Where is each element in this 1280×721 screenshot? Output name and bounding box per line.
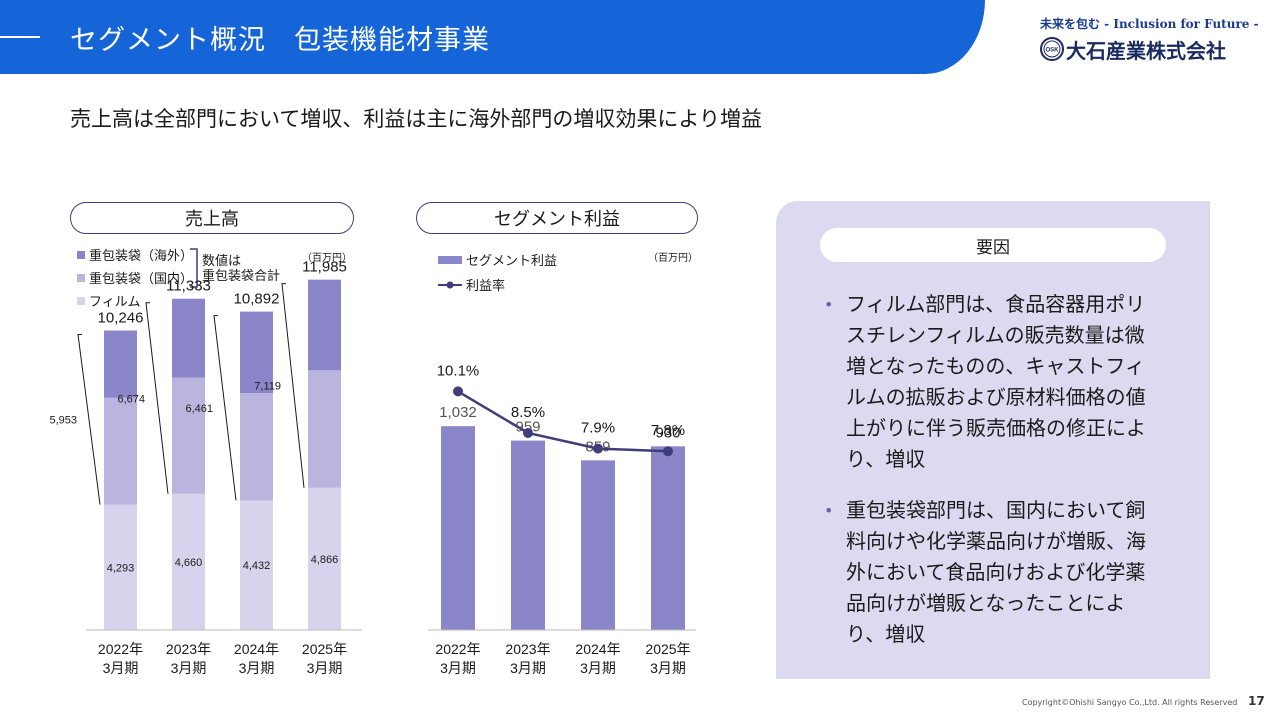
sales-bar-segment: [240, 500, 273, 630]
factor-text-film: フィルム部門は、食品容器用ポリスチレンフィルムの販売数量は微増となったものの、キ…: [846, 292, 1146, 471]
margin-label: 8.5%: [511, 404, 545, 421]
sales-bar-segment: [308, 279, 341, 371]
legend-bracket: [190, 248, 198, 288]
profit-category-label: 3月期: [650, 660, 686, 676]
heavy-bag-total-label: 5,953: [49, 415, 77, 427]
sales-unit-label: （百万円）: [302, 252, 352, 264]
sales-bar-segment: [240, 311, 273, 394]
bullet-icon: •: [824, 295, 834, 314]
legend-swatch-domestic: [77, 274, 85, 282]
profit-category-label: 3月期: [440, 660, 476, 676]
sales-category-label: 3月期: [103, 660, 139, 676]
legend-label-overseas: 重包装袋（海外）: [89, 248, 193, 263]
company-name: 大石産業株式会社: [1066, 39, 1226, 63]
sales-category-label: 3月期: [171, 660, 207, 676]
copyright: Copyright©Ohishi Sangyo Co.,Ltd. All rig…: [1022, 698, 1238, 707]
header-band: [0, 0, 985, 74]
heavy-bag-bracket: [213, 315, 237, 501]
factors-title: 要因: [820, 228, 1166, 262]
sales-total-label: 11,333: [166, 278, 211, 295]
sales-total-label: 11,985: [302, 259, 347, 276]
margin-line: [457, 390, 669, 453]
profit-bar: [511, 440, 545, 630]
profit-unit-label: （百万円）: [648, 252, 698, 264]
sales-category-label: 2022年: [98, 641, 143, 657]
heavy-bag-bracket: [145, 302, 169, 494]
profit-category-label: 2023年: [505, 641, 550, 657]
sales-category-label: 3月期: [307, 660, 343, 676]
legend-label-film: フィルム: [89, 294, 140, 309]
sales-film-label: 4,293: [107, 562, 135, 574]
sales-film-label: 4,866: [311, 554, 339, 566]
legend-swatch-film: [77, 297, 85, 305]
sales-total-label: 10,892: [234, 291, 280, 308]
logo-tagline: 未来を包む - Inclusion for Future -: [1040, 17, 1259, 31]
profit-category-label: 3月期: [510, 660, 546, 676]
profit-chart: セグメント利益 利益率 （百万円） 1,032 2022年 3月期 959 2023年 3…: [428, 252, 698, 676]
sales-category-label: 3月期: [239, 660, 275, 676]
margin-label: 7.8%: [651, 422, 685, 439]
legend-label-margin: 利益率: [466, 278, 505, 293]
margin-label: 10.1%: [437, 362, 480, 379]
sales-film-label: 4,660: [175, 557, 203, 569]
profit-chart-title: セグメント利益: [416, 202, 698, 234]
margin-point: [593, 443, 603, 454]
profit-category-label: 2025年: [645, 641, 690, 657]
legend-marker-margin: [446, 281, 454, 289]
legend-note-line1: 数値は: [202, 253, 241, 268]
page-title: セグメント概況 包装機能材事業: [70, 25, 490, 56]
sales-chart: 重包装袋（海外） 重包装袋（国内） フィルム 数値は 重包装袋合計 （百万円） …: [49, 248, 362, 676]
sales-bar-segment: [172, 377, 205, 494]
margin-point: [453, 386, 463, 397]
factors-panel: 要因 • フィルム部門は、食品容器用ポリスチレンフィルムの販売数量は微増となった…: [776, 201, 1210, 679]
sales-bar-segment: [240, 393, 273, 501]
factor-text-heavy-bag: 重包装袋部門は、国内において飼料向けや化学薬品向けが増販、海外において食品向けお…: [846, 498, 1146, 646]
legend-swatch-profit: [438, 256, 462, 264]
sales-bar-segment: [308, 487, 341, 630]
margin-point: [523, 428, 533, 438]
sales-category-label: 2025年: [302, 641, 347, 657]
sales-bar-segment: [104, 504, 137, 630]
sales-bar-segment: [172, 493, 205, 630]
sales-bar-segment: [172, 298, 205, 378]
profit-category-label: 2024年: [575, 641, 620, 657]
sales-total-label: 10,246: [98, 310, 144, 327]
header-line: [0, 36, 40, 38]
factor-item-film: • フィルム部門は、食品容器用ポリスチレンフィルムの販売数量は微増となったものの…: [822, 289, 1152, 475]
factor-item-heavy-bag: • 重包装袋部門は、国内において飼料向けや化学薬品向けが増販、海外において食品向…: [822, 495, 1152, 650]
factors-list: • フィルム部門は、食品容器用ポリスチレンフィルムの販売数量は微増となったものの…: [822, 289, 1152, 670]
margin-point: [663, 446, 673, 457]
sales-film-label: 4,432: [243, 560, 271, 572]
profit-value-label: 959: [515, 419, 540, 436]
profit-bar: [651, 446, 685, 630]
profit-value-label: 1,032: [439, 404, 477, 421]
profit-bar: [581, 460, 615, 630]
legend-swatch-overseas: [77, 251, 85, 259]
sales-bar-segment: [104, 397, 137, 505]
heavy-bag-total-label: 6,674: [117, 393, 145, 405]
company-logo-icon: OSK: [1040, 37, 1064, 61]
sales-bar-segment: [104, 330, 137, 398]
profit-value-label: 930: [655, 424, 680, 441]
sales-chart-title: 売上高: [70, 202, 354, 234]
logo-mark-text: OSK: [1045, 48, 1059, 54]
profit-category-label: 2022年: [435, 641, 480, 657]
heavy-bag-total-label: 6,461: [185, 403, 213, 415]
bullet-icon: •: [824, 501, 834, 520]
heavy-bag-bracket: [77, 334, 101, 505]
margin-label: 7.9%: [581, 420, 615, 437]
heavy-bag-total-label: 7,119: [254, 381, 281, 393]
sales-category-label: 2023年: [166, 641, 211, 657]
heavy-bag-bracket: [281, 283, 305, 488]
profit-category-label: 3月期: [580, 660, 616, 676]
legend-note-line2: 重包装袋合計: [202, 268, 280, 283]
page-number: 17: [1248, 694, 1265, 708]
profit-bar: [441, 426, 475, 630]
headline: 売上高は全部門において増収、利益は主に海外部門の増収効果により増益: [70, 107, 762, 131]
legend-label-domestic: 重包装袋（国内）: [89, 271, 193, 286]
sales-category-label: 2024年: [234, 641, 279, 657]
legend-label-profit: セグメント利益: [466, 253, 557, 268]
sales-bar-segment: [308, 370, 341, 488]
